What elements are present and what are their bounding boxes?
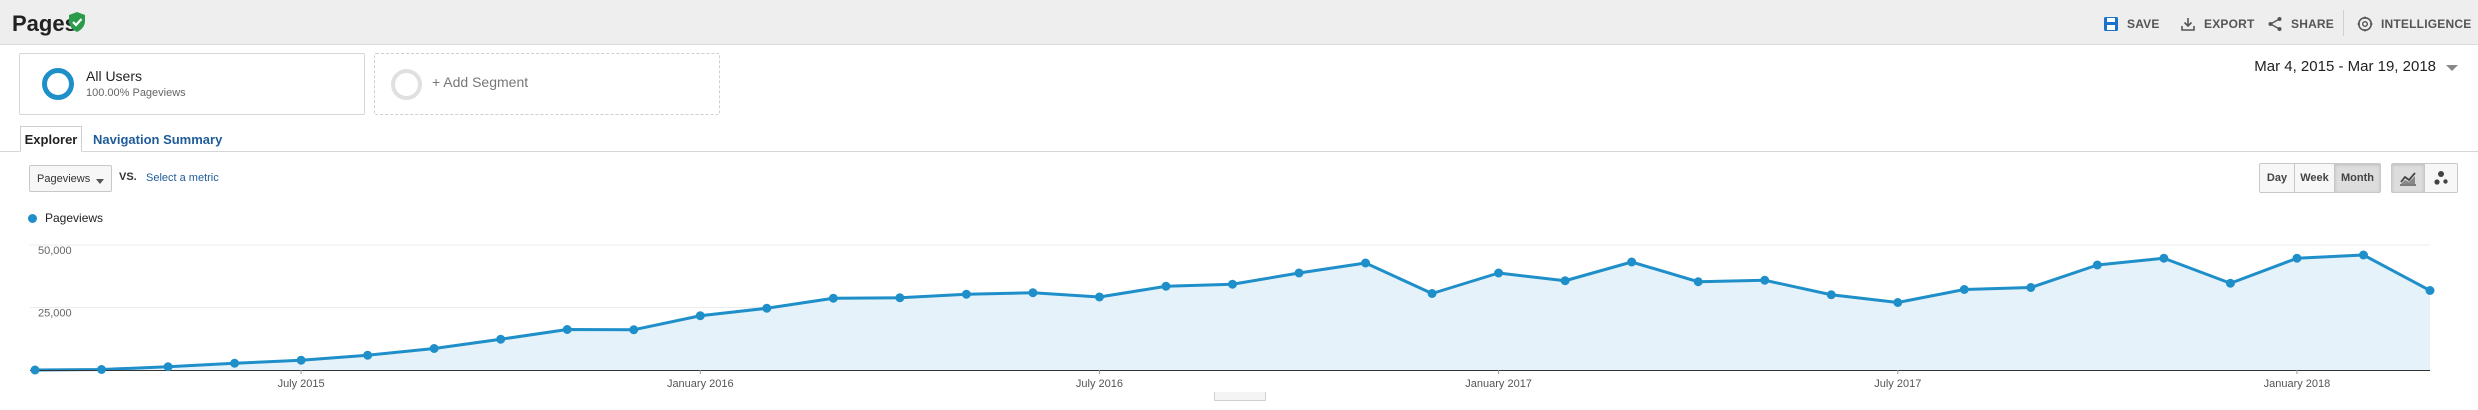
tab-explorer[interactable]: Explorer [20, 126, 82, 152]
data-point [1494, 268, 1504, 278]
vs-label: VS. [119, 171, 137, 183]
data-point [629, 325, 639, 335]
period-toggle: Day Week Month [2259, 163, 2381, 193]
chart-legend: Pageviews [28, 211, 103, 225]
save-label: SAVE [2127, 17, 2160, 31]
share-label: SHARE [2291, 17, 2335, 31]
line-chart-icon [2400, 172, 2416, 186]
chart-type-toggle [2391, 163, 2458, 193]
add-segment-button[interactable]: + Add Segment [374, 53, 720, 115]
report-header: Pages SAVE EXPORT SHARE [0, 0, 2478, 45]
bubble-chart-icon [2434, 171, 2448, 185]
metric-select[interactable]: Pageviews [29, 165, 112, 192]
data-point [1094, 292, 1104, 302]
segment-subtitle: 100.00% Pageviews [86, 87, 186, 99]
data-point [1693, 277, 1703, 287]
data-point [2358, 250, 2368, 260]
series-area-pageviews [35, 255, 2430, 370]
y-tick-label: 25,000 [38, 308, 72, 320]
chevron-down-icon [2446, 64, 2458, 71]
data-point [695, 311, 705, 321]
data-point [496, 334, 506, 344]
data-point [961, 289, 971, 299]
legend-swatch [28, 213, 37, 223]
x-tick-label: January 2017 [1465, 378, 1532, 390]
data-point [1294, 268, 1304, 278]
data-point [1826, 290, 1836, 300]
add-segment-label: + Add Segment [432, 74, 529, 90]
date-range-picker[interactable]: Mar 4, 2015 - Mar 19, 2018 [2254, 58, 2458, 75]
data-point [2159, 253, 2169, 263]
line-chart-button[interactable] [2392, 164, 2425, 192]
x-tick-label: January 2016 [667, 378, 734, 390]
intelligence-icon [2357, 16, 2373, 32]
intelligence-button[interactable]: INTELLIGENCE [2357, 14, 2471, 34]
intelligence-label: INTELLIGENCE [2381, 17, 2472, 31]
tabs-divider [0, 151, 2478, 152]
data-point [828, 293, 838, 303]
data-point [296, 355, 306, 365]
data-point [1228, 279, 1237, 289]
segment-ring-icon [42, 68, 74, 100]
data-point [1959, 285, 1969, 294]
page-title: Pages [12, 11, 77, 36]
data-point [1028, 288, 1038, 298]
x-tick-label: July 2016 [1076, 378, 1123, 390]
verified-shield-icon [69, 12, 85, 32]
data-point [163, 362, 173, 372]
date-range-label: Mar 4, 2015 - Mar 19, 2018 [2254, 58, 2436, 75]
data-point [2092, 260, 2102, 270]
chart-scroll-handle[interactable] [1214, 392, 1266, 401]
share-button[interactable]: SHARE [2267, 14, 2334, 34]
data-point [1560, 276, 1570, 286]
segment-name: All Users [86, 68, 143, 84]
motion-chart-button[interactable] [2425, 164, 2457, 192]
y-tick-label: 50,000 [38, 245, 72, 257]
data-point [1760, 275, 1770, 285]
segment-all-users[interactable]: All Users 100.00% Pageviews [19, 53, 365, 115]
data-point [429, 344, 439, 353]
x-tick-label: January 2018 [2264, 378, 2331, 390]
select-metric-link[interactable]: Select a metric [146, 172, 219, 184]
data-point [895, 293, 905, 303]
legend-label: Pageviews [45, 211, 104, 225]
data-point [1161, 281, 1171, 291]
download-icon [2181, 18, 2195, 31]
data-point [363, 350, 373, 360]
period-day-button[interactable]: Day [2260, 164, 2295, 192]
export-button[interactable]: EXPORT [2180, 14, 2255, 34]
data-point [1627, 257, 1637, 267]
pageviews-area-chart: 25,000 50,000 July 2015 January 2016 July 20… [30, 244, 2435, 390]
period-month-button[interactable]: Month [2335, 164, 2380, 192]
data-point [2292, 253, 2302, 263]
data-point [2026, 283, 2036, 292]
tab-navigation-summary[interactable]: Navigation Summary [93, 131, 223, 147]
save-icon [2104, 17, 2118, 31]
save-button[interactable]: SAVE [2103, 14, 2160, 34]
empty-segment-ring-icon [391, 69, 422, 100]
chevron-down-icon [96, 179, 104, 184]
x-tick-label: July 2015 [278, 378, 325, 390]
x-tick-label: July 2017 [1874, 378, 1921, 390]
data-point [1361, 258, 1371, 268]
data-point [230, 358, 240, 368]
metric-select-value: Pageviews [37, 172, 91, 185]
data-point [2425, 286, 2435, 295]
data-point [97, 365, 107, 374]
data-point [2225, 278, 2235, 288]
share-icon [2268, 17, 2282, 31]
data-point [30, 365, 40, 375]
data-point [1427, 289, 1437, 298]
toolbar-divider [2343, 10, 2344, 36]
export-label: EXPORT [2204, 17, 2255, 31]
data-point [562, 325, 572, 334]
period-week-button[interactable]: Week [2295, 164, 2335, 192]
data-point [1893, 298, 1903, 307]
data-point [762, 303, 772, 313]
